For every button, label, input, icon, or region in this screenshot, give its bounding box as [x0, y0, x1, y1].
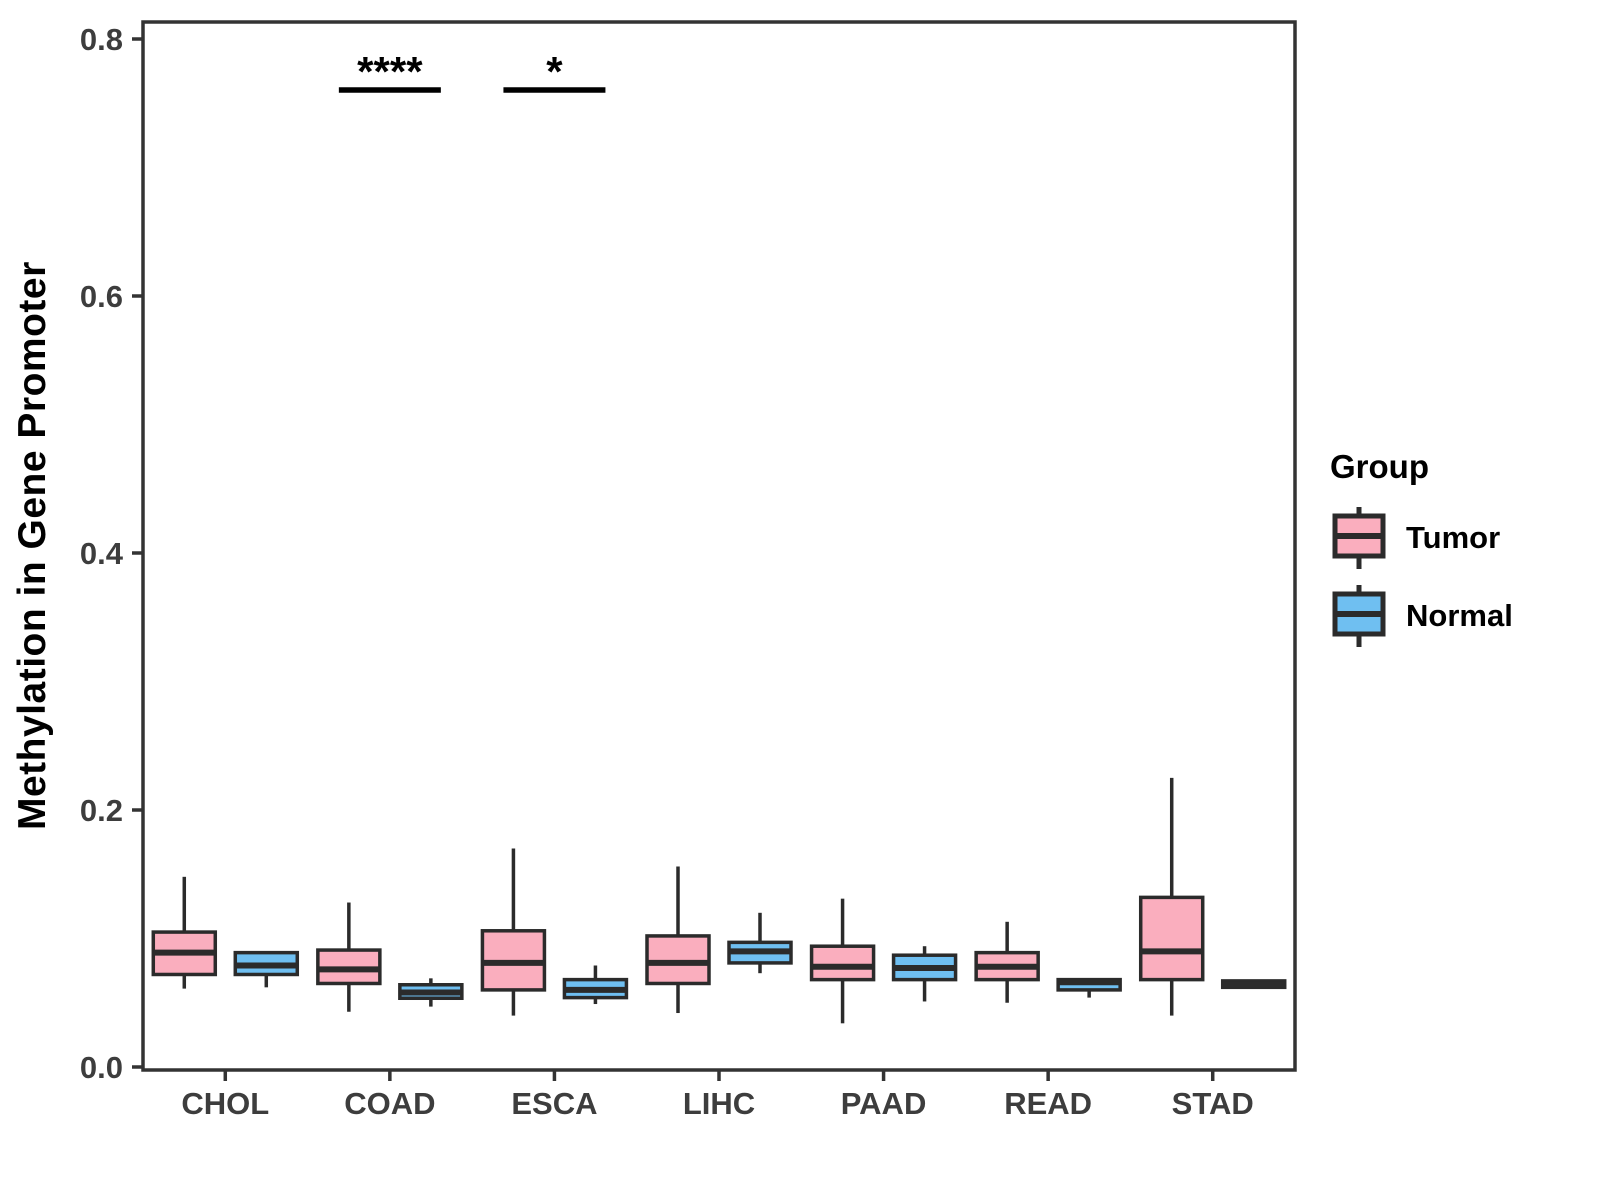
- y-tick-label: 0.0: [80, 1050, 123, 1085]
- y-axis-title: Methylation in Gene Promoter: [11, 261, 54, 831]
- y-tick-label: 0.6: [80, 279, 123, 314]
- tumor-boxplot-icon: [1332, 507, 1386, 569]
- normal-boxplot-icon: [1332, 585, 1386, 647]
- legend-label-tumor: Tumor: [1406, 520, 1501, 555]
- legend-title: Group: [1330, 448, 1429, 485]
- y-tick-label: 0.4: [80, 536, 124, 571]
- x-tick-label-COAD: COAD: [344, 1086, 435, 1121]
- legend: Group Tumor Normal: [1330, 448, 1513, 648]
- y-tick-label: 0.2: [80, 793, 123, 828]
- legend-label-normal: Normal: [1406, 598, 1513, 633]
- x-tick-label-PAAD: PAAD: [841, 1086, 927, 1121]
- x-tick-label-READ: READ: [1004, 1086, 1092, 1121]
- legend-item-normal: Normal: [1330, 584, 1513, 648]
- x-tick-label-STAD: STAD: [1172, 1086, 1254, 1121]
- legend-item-tumor: Tumor: [1330, 506, 1513, 570]
- y-tick-label: 0.8: [80, 22, 123, 57]
- significance-label-COAD: ****: [357, 48, 423, 95]
- box-tumor-PAAD: [809, 944, 876, 982]
- plot-panel-border: [141, 20, 1297, 1072]
- x-tick-label-CHOL: CHOL: [181, 1086, 269, 1121]
- x-tick-label-LIHC: LIHC: [683, 1086, 755, 1121]
- box-tumor-LIHC: [645, 934, 711, 986]
- box-tumor-STAD: [1138, 895, 1205, 982]
- significance-label-ESCA: *: [546, 48, 563, 95]
- x-tick-label-ESCA: ESCA: [511, 1086, 597, 1121]
